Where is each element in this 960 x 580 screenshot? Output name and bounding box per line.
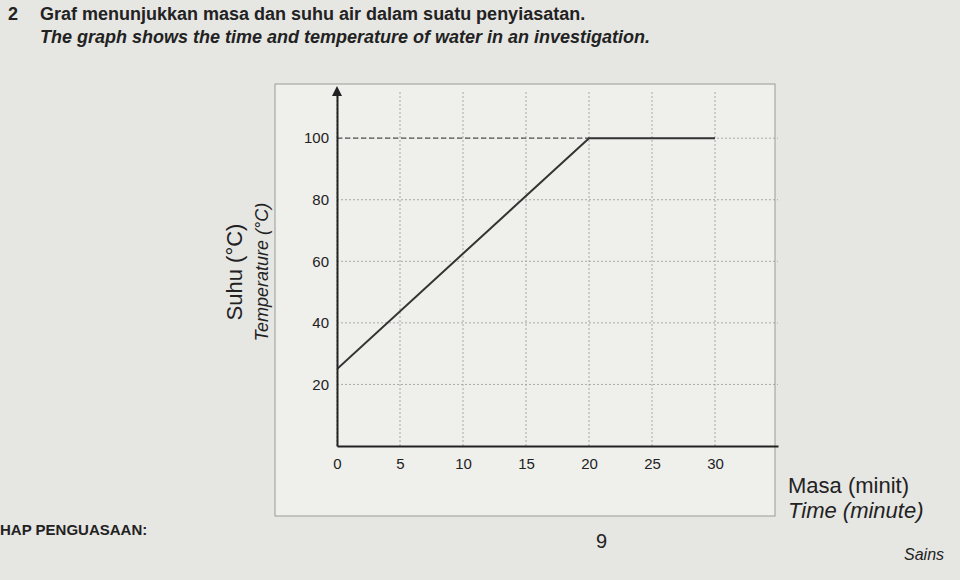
tick-label: 100 (304, 129, 329, 146)
tick: 80 (312, 191, 337, 208)
tick: 0 (333, 446, 341, 472)
title: Graf menunjukkan masa dan suhu air dalam… (40, 4, 585, 24)
grid-line (337, 261, 778, 262)
tick-label: 80 (312, 191, 329, 208)
tick: 30 (707, 446, 724, 472)
plot-area (337, 138, 715, 369)
tick-label: 60 (312, 253, 329, 270)
footer-label: HAP PENGUASAAN: (0, 521, 147, 538)
tick-label: 20 (312, 376, 329, 393)
tick-label: 25 (644, 455, 661, 472)
grid-line (526, 92, 527, 446)
tick: 20 (581, 446, 598, 472)
tick: 5 (396, 446, 404, 472)
tick-label: 30 (707, 455, 724, 472)
tick: 10 (455, 446, 472, 472)
grid-line (337, 92, 338, 446)
subject: Sains (904, 546, 944, 563)
tick-label: 5 (396, 455, 404, 472)
grid-line (589, 92, 590, 446)
grid-line (337, 322, 778, 323)
grid-line (652, 92, 653, 446)
y-axis: 20 40 60 80 100 (304, 93, 338, 447)
grid-line (463, 92, 464, 446)
grid-line (337, 384, 778, 385)
data-line (337, 138, 715, 369)
grid (337, 92, 778, 446)
grid-line (400, 92, 401, 446)
axis-line (337, 93, 339, 447)
grid-line (715, 92, 716, 446)
axis-arrow (332, 86, 342, 96)
tick: 25 (644, 446, 661, 472)
tick: 15 (518, 446, 535, 472)
paper-frame (275, 84, 775, 516)
chart: 0 5 10 15 20 25 30 20 40 60 80 100 2 Graf menunjukkan… (0, 0, 960, 580)
tick: 20 (312, 376, 337, 393)
tick-label: 40 (312, 314, 329, 331)
page-number: 9 (596, 530, 607, 552)
x-axis-label: Time (minute) (788, 498, 924, 523)
y-axis-label: Suhu (°C) (222, 224, 247, 321)
x-axis: 0 5 10 15 20 25 30 (333, 446, 778, 472)
guide-line (337, 138, 589, 139)
subtitle: The graph shows the time and temperature… (40, 27, 650, 47)
tick-label: 15 (518, 455, 535, 472)
tick-label: 10 (455, 455, 472, 472)
grid-line (337, 199, 778, 200)
tick: 40 (312, 314, 337, 331)
question-number: 2 (8, 4, 18, 24)
tick-label: 0 (333, 455, 341, 472)
tick-label: 20 (581, 455, 598, 472)
axis-line (338, 446, 779, 448)
y-axis-label: Temperature (°C) (252, 203, 272, 342)
x-axis-label: Masa (minit) (788, 473, 909, 498)
tick: 100 (304, 129, 337, 146)
tick: 60 (312, 253, 337, 270)
